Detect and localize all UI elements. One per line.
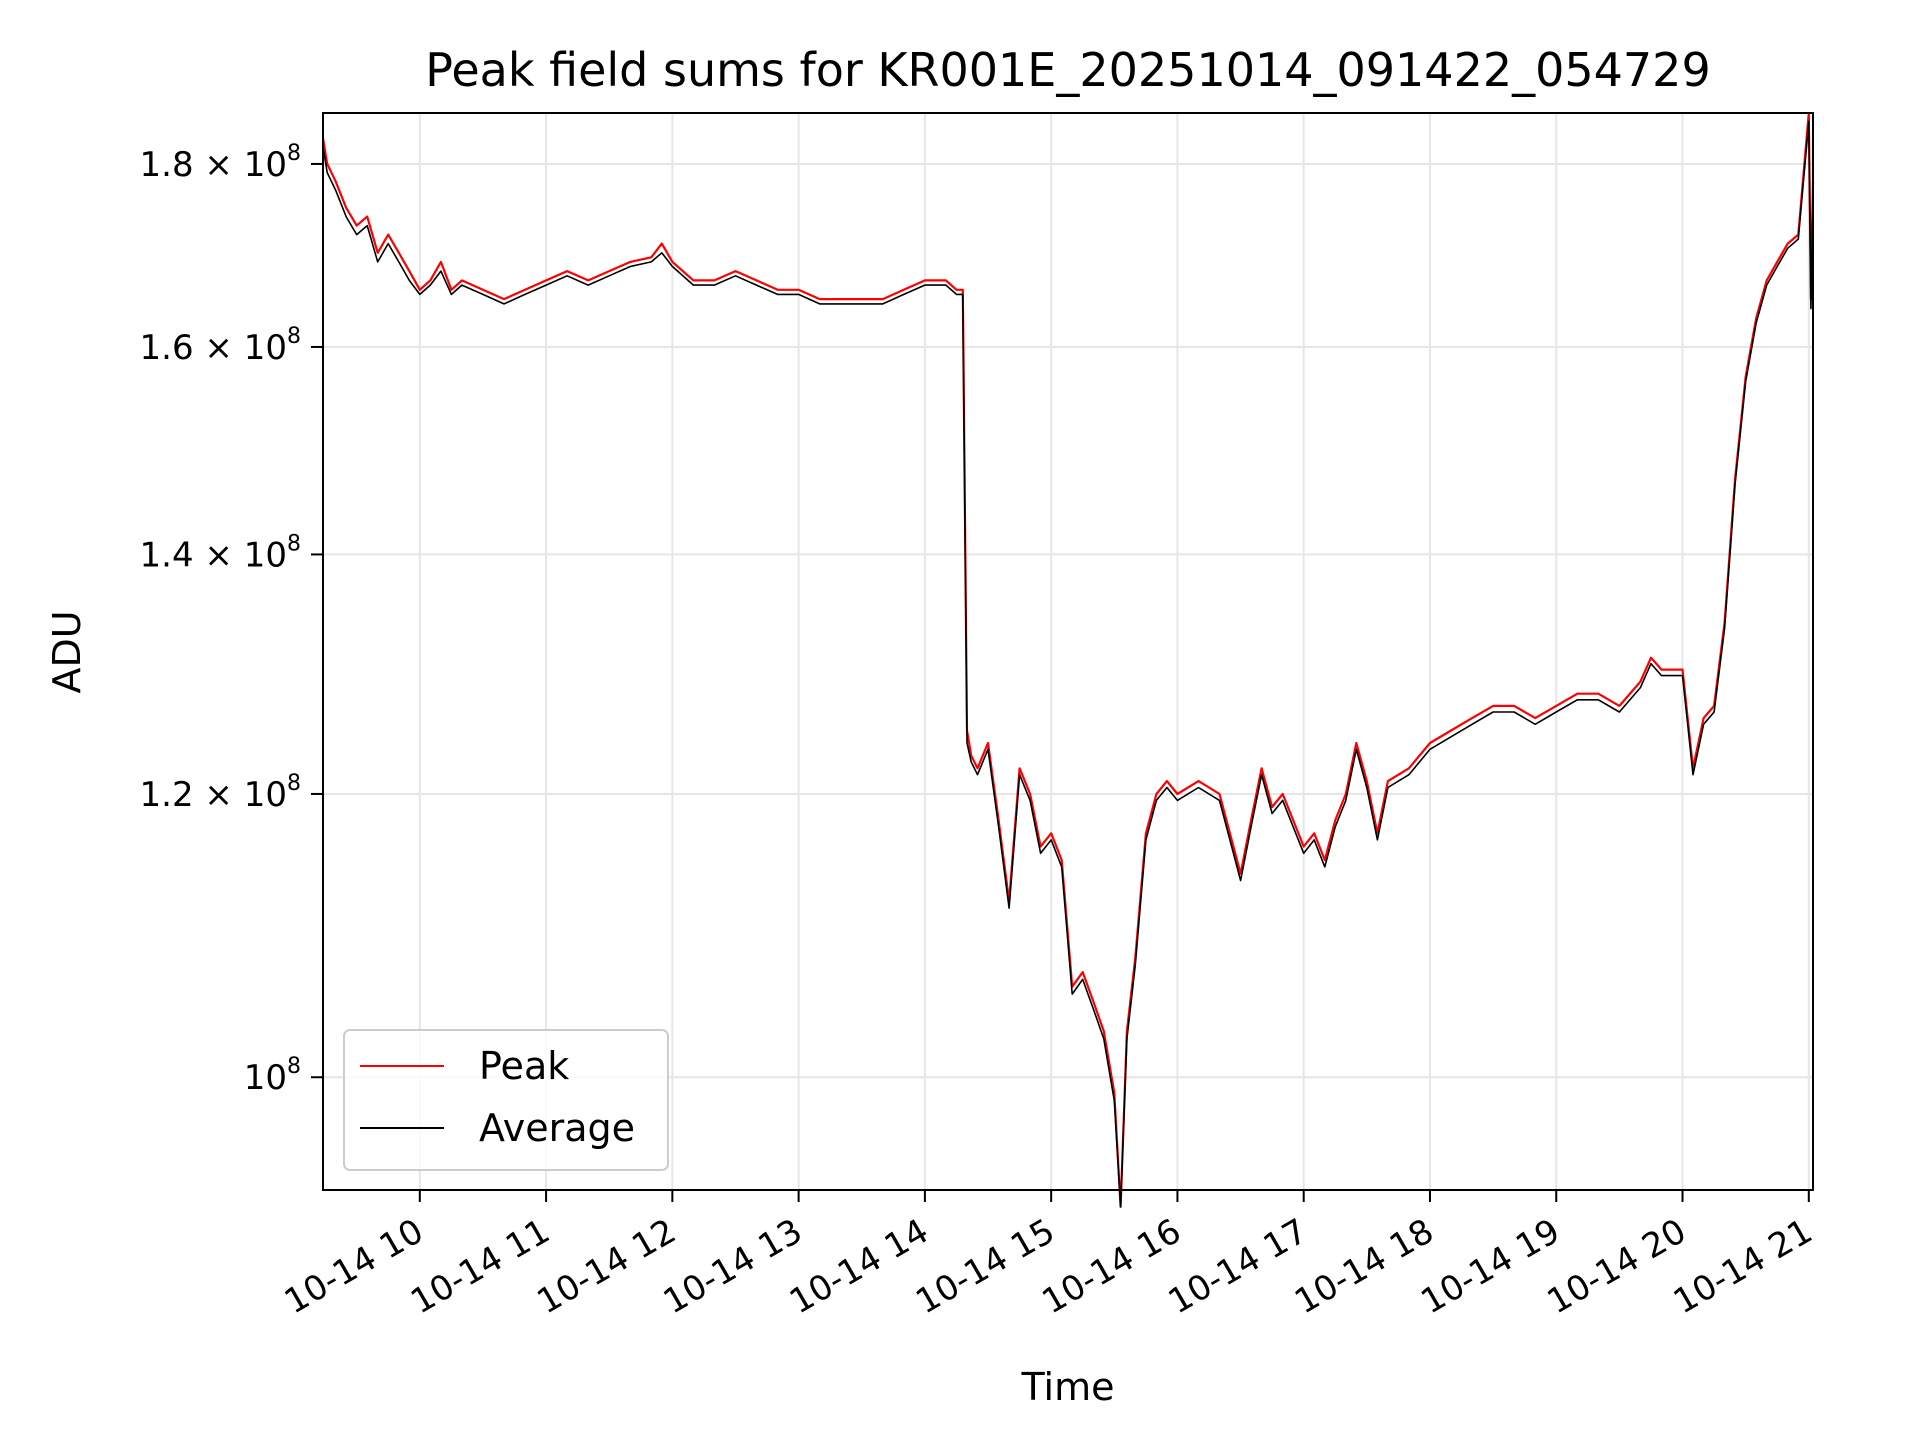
series-line-average xyxy=(322,120,1814,1208)
chart-title: Peak field sums for KR001E_20251014_0914… xyxy=(425,43,1710,97)
y-tick-label: 1.6 × 108 xyxy=(140,324,301,368)
series-line-peak xyxy=(321,111,1815,1208)
y-tick-label: 108 xyxy=(244,1054,301,1098)
y-axis-ticks: 108 1.2 × 108 1.4 × 108 1.6 × 108 1.8 × 108 xyxy=(140,141,323,1098)
plot-frame xyxy=(322,112,1814,1191)
legend: Peak Average xyxy=(343,1029,669,1171)
y-axis-label: ADU xyxy=(45,610,89,693)
y-tick-label: 1.8 × 108 xyxy=(140,141,301,185)
x-axis-label: Time xyxy=(1021,1365,1115,1409)
y-tick-label: 1.4 × 108 xyxy=(140,531,301,575)
series-layer xyxy=(321,111,1815,1208)
y-tick-label: 1.2 × 108 xyxy=(140,771,301,815)
grid-layer xyxy=(323,113,1813,1190)
legend-peak-label: Peak xyxy=(479,1044,569,1088)
legend-average-label: Average xyxy=(479,1106,635,1150)
